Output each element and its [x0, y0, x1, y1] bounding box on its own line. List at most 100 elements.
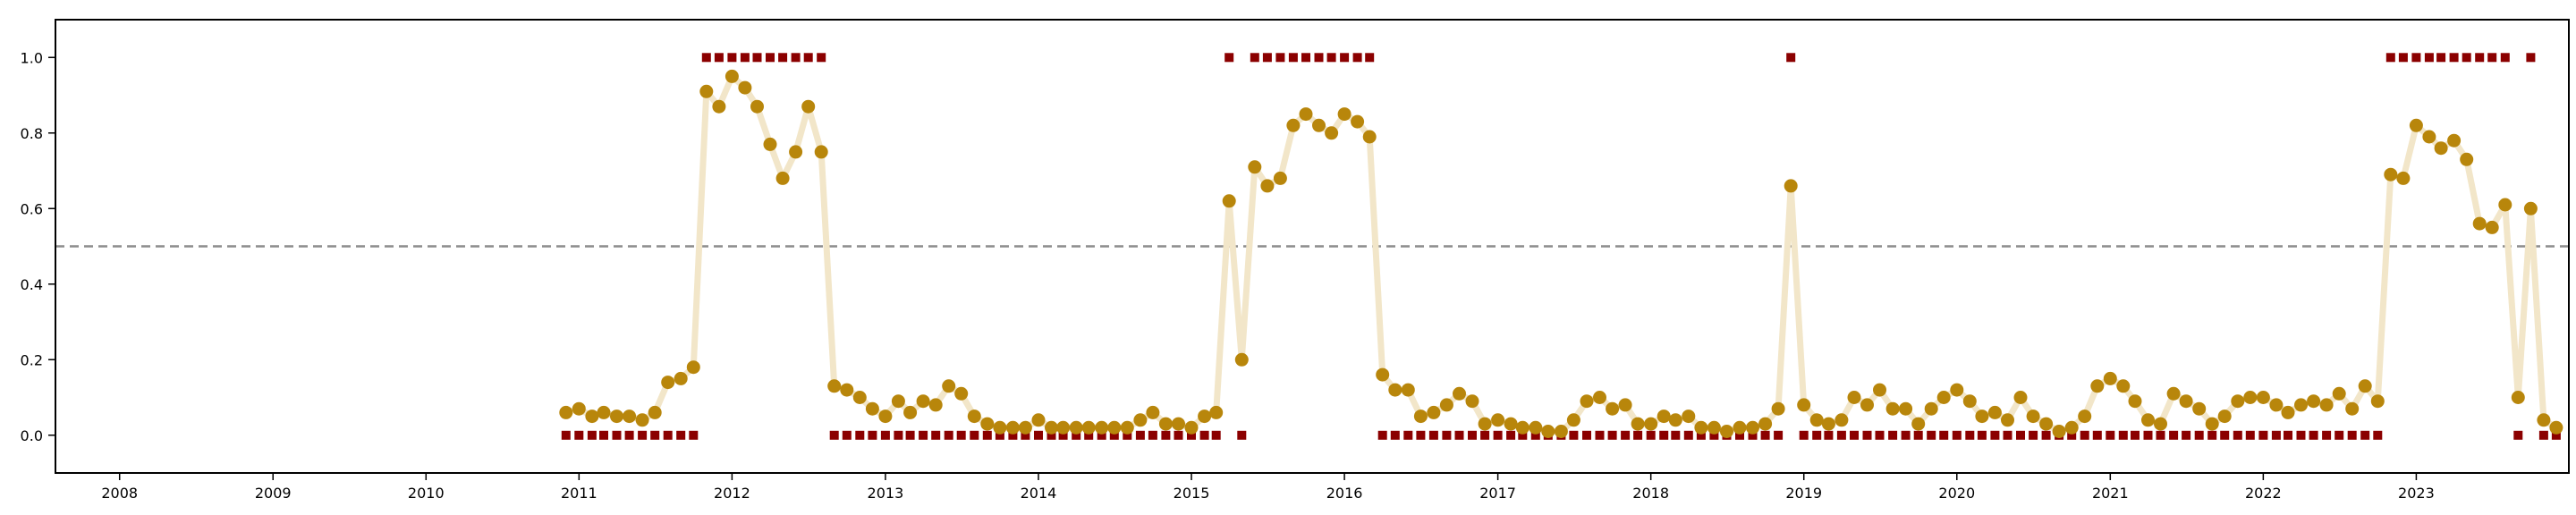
- probability-point: [585, 409, 599, 424]
- label-marker: [1633, 430, 1643, 440]
- label-marker: [931, 430, 941, 440]
- probability-point: [1924, 401, 1938, 416]
- probability-point: [1222, 194, 1236, 208]
- probability-point: [2064, 420, 2079, 435]
- label-marker: [689, 430, 699, 440]
- label-marker: [650, 430, 660, 440]
- x-tick-label: 2013: [868, 485, 904, 502]
- label-marker: [1888, 430, 1898, 440]
- probability-point: [1694, 420, 1708, 435]
- probability-point: [2269, 398, 2284, 412]
- label-marker: [1174, 430, 1183, 440]
- label-marker: [1237, 430, 1247, 440]
- label-marker: [1493, 430, 1503, 440]
- probability-point: [1950, 383, 1964, 397]
- label-marker: [2322, 430, 2332, 440]
- label-marker: [1683, 430, 1693, 440]
- label-marker: [2194, 430, 2204, 440]
- label-marker: [880, 430, 890, 440]
- probability-point: [2281, 405, 2295, 419]
- label-marker: [868, 430, 877, 440]
- label-marker: [1275, 53, 1285, 63]
- probability-point: [1273, 171, 1287, 185]
- probability-point: [1107, 420, 1122, 435]
- probability-point: [2370, 394, 2385, 409]
- label-marker: [1314, 53, 1324, 63]
- probability-point: [827, 379, 842, 393]
- probability-point: [1733, 420, 1747, 435]
- label-marker: [2500, 53, 2510, 63]
- probability-point: [2384, 167, 2398, 182]
- probability-point: [1758, 417, 1773, 431]
- probability-point: [635, 413, 649, 427]
- probability-point: [1668, 413, 1682, 427]
- probability-point: [2319, 398, 2334, 412]
- probability-point: [2485, 220, 2499, 234]
- probability-point: [1657, 409, 1671, 424]
- probability-point: [2039, 417, 2054, 431]
- label-marker: [1480, 430, 1490, 440]
- x-tick-label: 2010: [408, 485, 445, 502]
- probability-point: [1962, 394, 1977, 409]
- label-marker: [1187, 430, 1196, 440]
- label-marker: [1135, 430, 1145, 440]
- probability-point: [2256, 391, 2270, 404]
- label-marker: [2385, 53, 2395, 63]
- label-marker: [1390, 430, 1400, 440]
- label-marker: [1748, 430, 1758, 440]
- label-marker: [2538, 430, 2548, 440]
- probability-point: [2460, 152, 2474, 166]
- probability-point: [2332, 386, 2346, 401]
- label-marker: [2296, 430, 2306, 440]
- probability-point: [1056, 420, 1071, 435]
- probability-point: [2217, 409, 2232, 424]
- label-marker: [1046, 430, 1056, 440]
- probability-point: [1504, 417, 1518, 431]
- label-marker: [2373, 430, 2383, 440]
- label-marker: [2131, 430, 2140, 440]
- probability-point: [1975, 409, 1989, 424]
- probability-point: [1095, 420, 1109, 435]
- probability-point: [1593, 391, 1606, 404]
- probability-point: [1388, 383, 1402, 397]
- probability-point: [1707, 420, 1721, 435]
- label-marker: [1262, 53, 1272, 63]
- probability-point: [1899, 401, 1913, 416]
- probability-point: [1911, 417, 1926, 431]
- label-marker: [1965, 430, 1975, 440]
- probability-point: [1069, 420, 1083, 435]
- probability-point: [1337, 107, 1352, 122]
- probability-point: [1835, 413, 1849, 427]
- label-marker: [2347, 430, 2357, 440]
- probability-point: [1362, 130, 1377, 144]
- probability-point: [2192, 401, 2207, 416]
- label-marker: [1582, 430, 1591, 440]
- probability-point: [1847, 391, 1861, 404]
- label-marker: [970, 430, 979, 440]
- label-marker: [1977, 430, 1987, 440]
- x-tick-label: 2020: [1938, 485, 1975, 502]
- label-marker: [612, 430, 622, 440]
- probability-point: [2294, 398, 2308, 412]
- label-marker: [2143, 430, 2153, 440]
- label-marker: [1211, 430, 1221, 440]
- probability-point: [2154, 417, 2167, 431]
- probability-point: [775, 171, 790, 185]
- probability-point: [2013, 391, 2028, 404]
- probability-point: [801, 99, 816, 114]
- probability-point: [840, 383, 854, 397]
- label-marker: [1034, 430, 1043, 440]
- probability-point: [942, 379, 956, 393]
- label-marker: [1199, 430, 1209, 440]
- probability-point: [865, 401, 879, 416]
- label-marker: [1506, 430, 1516, 440]
- probability-point: [750, 99, 764, 114]
- probability-point: [712, 99, 726, 114]
- probability-point: [1797, 398, 1811, 412]
- probability-point: [1529, 420, 1543, 435]
- probability-point: [2103, 371, 2117, 385]
- probability-point: [2549, 420, 2563, 435]
- probability-point: [928, 398, 943, 412]
- label-marker: [624, 430, 634, 440]
- probability-point: [1312, 118, 1326, 132]
